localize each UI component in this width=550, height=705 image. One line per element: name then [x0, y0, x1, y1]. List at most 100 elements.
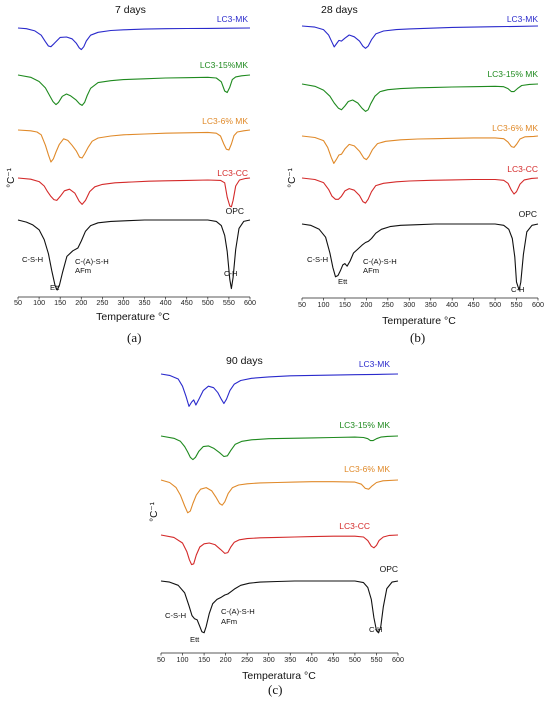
series-label-lc3-6mk: LC3-6% MK: [344, 464, 390, 474]
x-tick-label: 500: [489, 300, 501, 309]
series-label-opc: OPC: [519, 209, 537, 219]
annotation-c-a-s-h: C-(A)-S-H: [221, 607, 255, 616]
x-tick-label: 550: [370, 655, 382, 664]
annotation-ett: Ett: [190, 635, 200, 644]
caption-a: (a): [127, 330, 142, 345]
chart-title: 7 days: [115, 4, 146, 16]
series-line-lc3-cc: [301, 177, 539, 204]
x-tick-label: 250: [241, 655, 253, 664]
series-label-lc3-6mk: LC3-6% MK: [492, 123, 538, 133]
x-tick-label: 500: [349, 655, 361, 664]
x-tick-label: 200: [220, 655, 232, 664]
series-label-opc: OPC: [226, 206, 244, 216]
annotation-c-s-h: C-S-H: [307, 255, 328, 264]
x-tick-label: 150: [54, 298, 66, 307]
x-tick-label: 50: [298, 300, 306, 309]
chart-90-days: 90 days °C⁻¹ LC3-MK LC3-15% MK LC3-6% MK…: [149, 355, 404, 682]
series-line-lc3-mk: [17, 27, 251, 51]
series-label-lc3-mk: LC3-MK: [359, 359, 391, 369]
series-line-lc3-15-mk: [17, 74, 251, 106]
x-tick-label: 300: [263, 655, 275, 664]
series-label-lc3-cc: LC3-CC: [339, 521, 370, 531]
series-label-opc: OPC: [380, 564, 398, 574]
x-tick-label: 450: [327, 655, 339, 664]
x-tick-label: 400: [446, 300, 458, 309]
x-tick-label: 150: [198, 655, 210, 664]
x-tick-label: 300: [403, 300, 415, 309]
annotation-c-s-h: C-S-H: [165, 611, 186, 620]
series-labels: LC3-MK LC3-15%MK LC3-6% MK LC3-CC OPC: [200, 14, 249, 216]
series-line-lc3-cc: [160, 534, 399, 566]
x-axis-title: Temperature °C: [382, 315, 456, 327]
series-label-lc3-mk: LC3-MK: [217, 14, 249, 24]
y-axis-label: °C⁻¹: [287, 167, 298, 187]
x-tick-label: 100: [317, 300, 329, 309]
x-tick-label: 450: [181, 298, 193, 307]
series-line-lc3-mk: [160, 373, 399, 407]
x-tick-label: 100: [177, 655, 189, 664]
x-tick-label: 250: [96, 298, 108, 307]
series-label-lc3-15mk: LC3-15% MK: [487, 69, 538, 79]
annotation-afm: AFm: [363, 266, 379, 275]
annotation-c-h: C-H: [224, 269, 238, 278]
series-line-lc3-6-mk: [301, 135, 539, 164]
x-tick-label: 300: [117, 298, 129, 307]
series-line-lc3-cc: [17, 177, 251, 208]
chart-title: 28 days: [321, 4, 358, 16]
series-line-opc: [17, 219, 251, 291]
chart-28-days: 28 days °C⁻¹ LC3-MK LC3-15% MK LC3-6% MK…: [287, 4, 544, 327]
series-label-lc3-15mk: LC3-15% MK: [339, 420, 390, 430]
annotation-c-a-s-h: C-(A)-S-H: [363, 257, 397, 266]
y-axis-label: °C⁻¹: [149, 501, 160, 521]
x-tick-label: 350: [425, 300, 437, 309]
peak-annotations: C-S-H Ett C-(A)-S-H AFm C-H: [307, 255, 525, 294]
series-line-lc3-15-mk: [160, 435, 399, 461]
y-axis-label: °C⁻¹: [6, 167, 17, 187]
series-label-lc3-mk: LC3-MK: [507, 14, 539, 24]
series-label-lc3-6mk: LC3-6% MK: [202, 116, 248, 126]
series-line-opc: [160, 580, 399, 634]
caption-c: (c): [268, 682, 283, 697]
x-tick-label: 600: [532, 300, 544, 309]
series-labels: LC3-MK LC3-15% MK LC3-6% MK LC3-CC OPC: [487, 14, 538, 219]
caption-b: (b): [410, 330, 426, 345]
series-line-lc3-mk: [301, 25, 539, 49]
x-axis: 50 100 150 200 250 300 350 400 450 500 550 600: [14, 296, 256, 307]
peak-annotations: C-S-H Ett C-(A)-S-H AFm C-H: [165, 607, 383, 644]
x-axis-title: Temperature °C: [96, 311, 170, 323]
series-line-lc3-6-mk: [17, 129, 251, 163]
curves: [160, 373, 399, 634]
peak-annotations: C-S-H Ett C-(A)-S-H AFm C-H: [22, 255, 238, 292]
x-axis: 50 100 150 200 250 300 350 400 450 500 550 600: [298, 297, 544, 309]
x-tick-label: 50: [157, 655, 165, 664]
x-tick-label: 400: [306, 655, 318, 664]
annotation-afm: AFm: [75, 266, 91, 275]
curves: [17, 27, 251, 291]
series-label-lc3-15mk: LC3-15%MK: [200, 60, 249, 70]
x-tick-label: 600: [244, 298, 256, 307]
annotation-afm: AFm: [221, 617, 237, 626]
series-line-lc3-6-mk: [160, 479, 399, 514]
x-tick-label: 250: [382, 300, 394, 309]
series-labels: LC3-MK LC3-15% MK LC3-6% MK LC3-CC OPC: [339, 359, 398, 574]
x-tick-label: 450: [468, 300, 480, 309]
annotation-ett: Ett: [50, 283, 60, 292]
x-tick-label: 50: [14, 298, 22, 307]
x-tick-label: 500: [202, 298, 214, 307]
x-tick-label: 100: [33, 298, 45, 307]
annotation-c-h: C-H: [511, 285, 525, 294]
x-tick-label: 200: [75, 298, 87, 307]
series-label-lc3-cc: LC3-CC: [217, 168, 248, 178]
series-line-lc3-15-mk: [301, 83, 539, 112]
chart-title: 90 days: [226, 355, 263, 367]
x-tick-label: 350: [139, 298, 151, 307]
annotation-c-s-h: C-S-H: [22, 255, 43, 264]
x-tick-label: 200: [360, 300, 372, 309]
series-label-lc3-cc: LC3-CC: [507, 164, 538, 174]
x-tick-label: 150: [339, 300, 351, 309]
annotation-ett: Ett: [338, 277, 348, 286]
x-tick-label: 550: [511, 300, 523, 309]
x-tick-label: 400: [160, 298, 172, 307]
annotation-c-a-s-h: C-(A)-S-H: [75, 257, 109, 266]
x-axis-title: Temperatura °C: [242, 670, 316, 682]
